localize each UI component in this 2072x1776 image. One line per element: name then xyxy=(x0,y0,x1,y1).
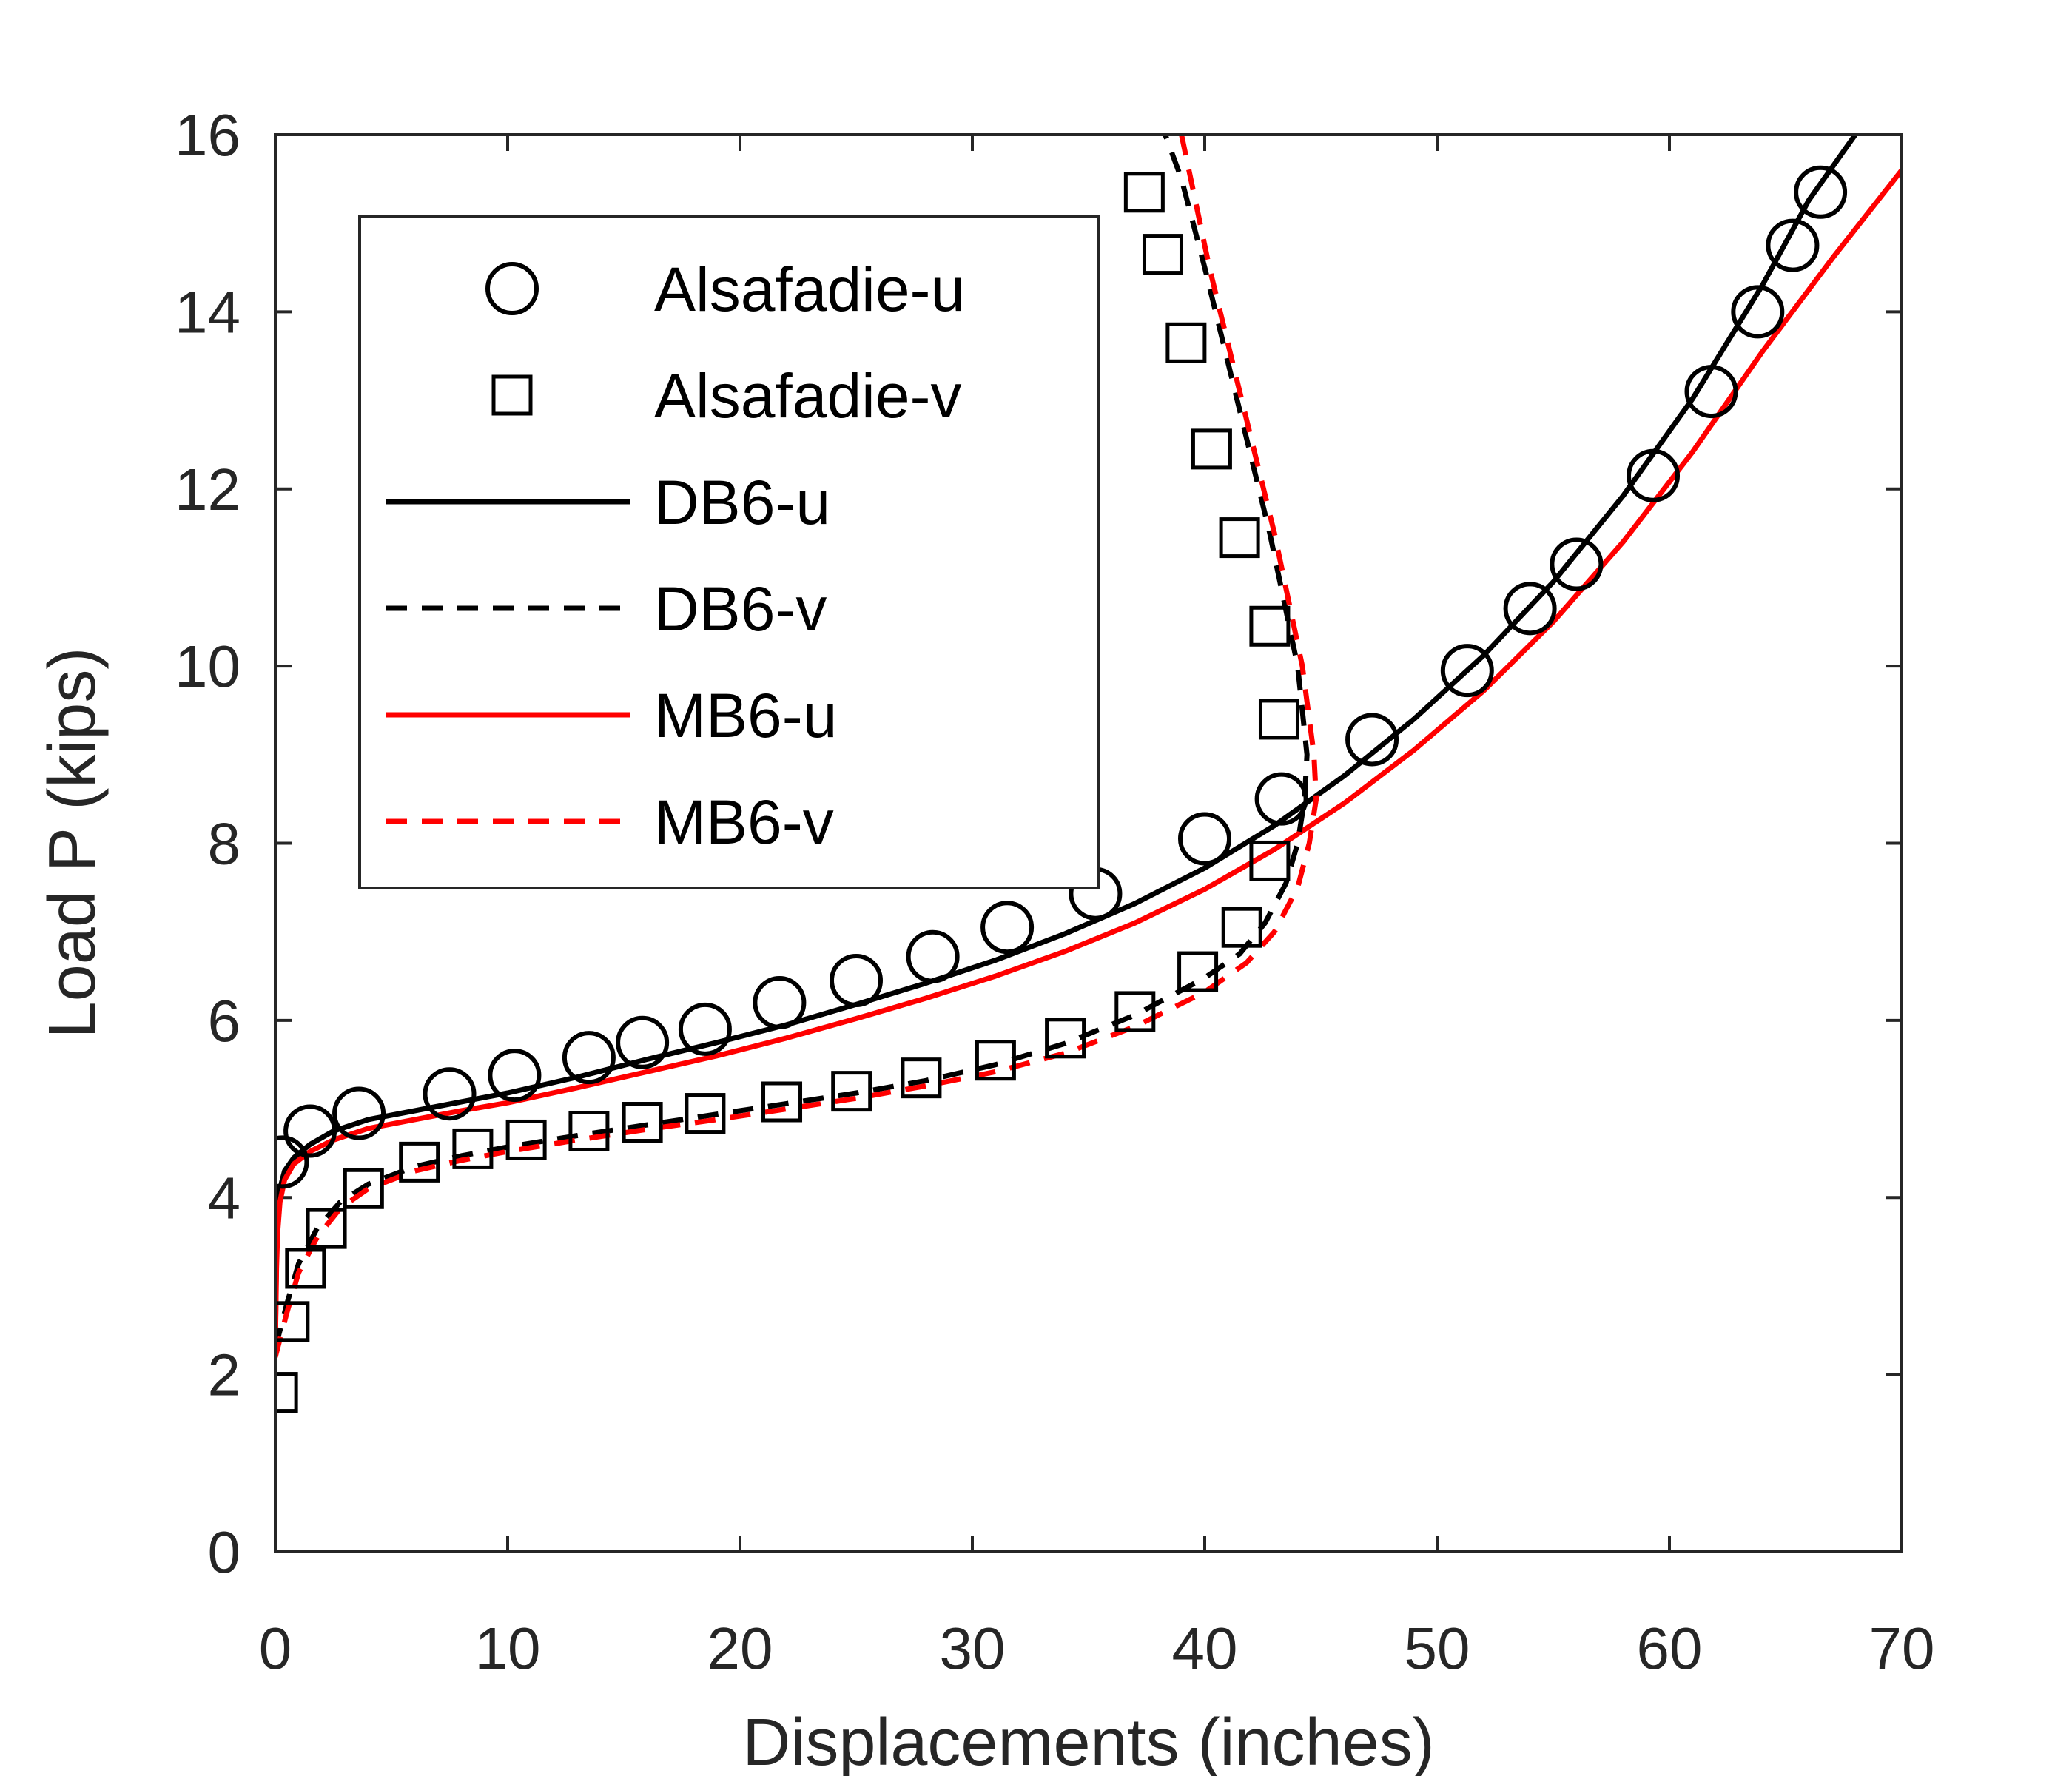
x-tick-label: 40 xyxy=(1172,1615,1238,1681)
data-point-circle xyxy=(1440,644,1494,698)
data-point-square xyxy=(684,1093,726,1134)
data-point-circle xyxy=(283,1104,337,1158)
x-tick-label: 30 xyxy=(940,1615,1006,1681)
data-point-circle xyxy=(678,1002,732,1056)
data-point-square xyxy=(975,1040,1016,1081)
y-tick-label: 10 xyxy=(175,633,240,699)
data-point-square xyxy=(452,1128,494,1169)
data-point-circle xyxy=(1345,713,1399,767)
data-point-square xyxy=(1142,234,1183,275)
data-point-circle xyxy=(275,1135,309,1189)
legend: Alsafadie-u Alsafadie-v DB6-u DB6-v MB6-u MB6… xyxy=(358,215,1100,889)
data-point-square xyxy=(1166,322,1207,363)
data-point-circle xyxy=(906,929,960,983)
legend-label: DB6-u xyxy=(654,468,830,537)
series-alsafadie-v xyxy=(275,172,1299,1413)
data-point-square xyxy=(399,1141,440,1183)
y-tick-label: 8 xyxy=(208,811,241,877)
y-tick-label: 16 xyxy=(175,102,240,168)
legend-box xyxy=(358,215,1100,889)
data-point-square xyxy=(568,1110,610,1151)
tick-labels: 0 10 20 30 40 50 60 70 0 2 4 6 8 10 12 14 16 xyxy=(175,102,1934,1681)
series-db6-v xyxy=(275,135,1310,1349)
legend-label: Alsafadie-u xyxy=(654,255,965,324)
data-point-circle xyxy=(1503,582,1557,636)
y-tick-label: 2 xyxy=(208,1342,241,1408)
x-tick-label: 10 xyxy=(475,1615,541,1681)
legend-item-mb6-v: MB6-v xyxy=(386,787,834,857)
series-mb6-v xyxy=(275,135,1319,1358)
data-point-square xyxy=(285,1248,326,1289)
legend-item-db6-u: DB6-u xyxy=(386,468,830,537)
x-tick-label: 60 xyxy=(1637,1615,1703,1681)
series-mb6-u xyxy=(275,168,1902,1348)
series-line xyxy=(275,135,1319,1358)
data-point-circle xyxy=(1178,812,1231,866)
y-axis-label: Load P (kips) xyxy=(36,648,110,1039)
x-tick-label: 20 xyxy=(707,1615,773,1681)
data-point-square xyxy=(1123,172,1165,213)
x-tick-label: 50 xyxy=(1405,1615,1470,1681)
series-alsafadie-u xyxy=(275,165,1848,1189)
series-layer xyxy=(275,135,1902,1413)
data-point-circle xyxy=(1731,285,1785,339)
data-point-circle xyxy=(1766,218,1820,272)
data-point-circle xyxy=(332,1086,386,1140)
data-point-square xyxy=(1177,951,1219,992)
data-point-circle xyxy=(1627,448,1681,502)
legend-item-db6-v: DB6-v xyxy=(386,574,827,644)
y-tick-label: 0 xyxy=(208,1519,241,1585)
data-point-circle xyxy=(1550,537,1604,591)
data-point-square xyxy=(1191,428,1232,470)
legend-marker-square xyxy=(491,374,533,416)
data-point-square xyxy=(505,1119,547,1160)
series-line xyxy=(275,168,1902,1348)
data-point-square xyxy=(343,1168,384,1209)
legend-label: Alsafadie-v xyxy=(654,361,962,431)
legend-item-alsafadie-u: Alsafadie-u xyxy=(485,255,965,324)
series-line xyxy=(275,135,1310,1349)
series-line xyxy=(275,135,1858,1348)
data-point-circle xyxy=(616,1015,670,1069)
data-point-square xyxy=(1221,906,1262,948)
data-point-square xyxy=(1258,699,1299,740)
data-point-circle xyxy=(1794,165,1848,219)
y-tick-label: 4 xyxy=(208,1165,241,1231)
data-point-circle xyxy=(423,1067,477,1121)
data-point-square xyxy=(1045,1018,1086,1059)
legend-marker-circle xyxy=(485,262,539,315)
legend-item-mb6-u: MB6-u xyxy=(386,681,837,750)
data-point-square xyxy=(622,1102,663,1143)
data-point-circle xyxy=(980,901,1035,955)
data-point-circle xyxy=(562,1031,616,1085)
plot-frame xyxy=(274,133,1903,1553)
y-tick-label: 14 xyxy=(175,279,240,345)
data-point-square xyxy=(831,1071,872,1112)
x-axis-label: Displacements (inches) xyxy=(742,1706,1434,1776)
legend-label: MB6-u xyxy=(654,681,837,750)
data-point-square xyxy=(1249,605,1291,647)
data-point-square xyxy=(761,1081,803,1123)
x-tick-label: 70 xyxy=(1869,1615,1935,1681)
data-point-square xyxy=(1219,517,1260,559)
data-point-circle xyxy=(1684,365,1738,419)
data-point-square xyxy=(275,1372,298,1413)
legend-label: MB6-v xyxy=(654,787,834,857)
data-point-square xyxy=(306,1208,347,1249)
data-point-circle xyxy=(830,954,883,1008)
data-point-square xyxy=(1114,991,1156,1032)
data-point-circle xyxy=(1254,772,1308,826)
data-point-circle xyxy=(488,1049,542,1103)
legend-label: DB6-v xyxy=(654,574,827,644)
y-tick-label: 6 xyxy=(208,988,241,1054)
data-point-square xyxy=(1249,840,1291,881)
legend-item-alsafadie-v: Alsafadie-v xyxy=(491,361,962,431)
y-tick-label: 12 xyxy=(175,457,240,522)
data-point-circle xyxy=(753,975,807,1029)
series-db6-u xyxy=(275,135,1858,1348)
data-point-square xyxy=(275,1301,310,1342)
data-point-square xyxy=(901,1057,942,1099)
x-tick-label: 0 xyxy=(259,1615,292,1681)
